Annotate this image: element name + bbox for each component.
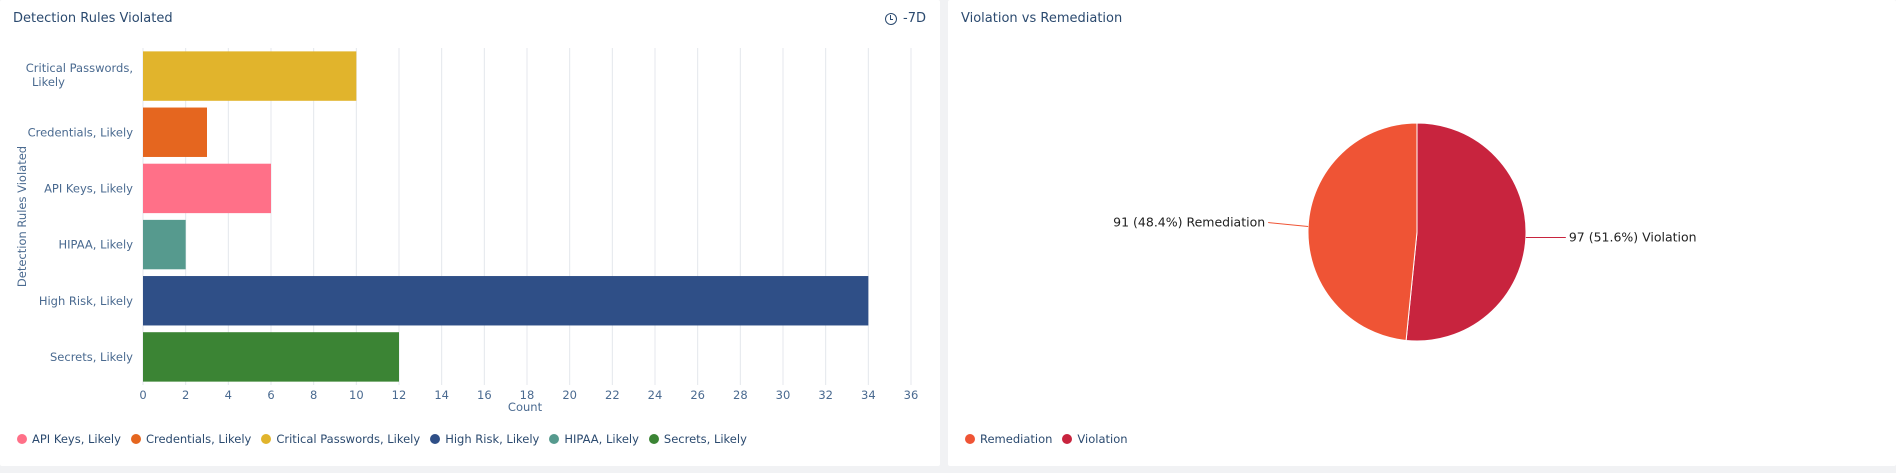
x-tick-label: 10 <box>349 388 364 402</box>
legend-swatch <box>648 434 659 444</box>
x-tick-label: 18 <box>520 388 535 402</box>
x-tick-label: 22 <box>605 388 620 402</box>
x-tick-label: 34 <box>861 388 876 402</box>
bar <box>143 276 869 326</box>
bar <box>143 219 186 270</box>
legend-item[interactable]: API Keys, Likely <box>17 432 121 446</box>
legend-swatch <box>430 434 441 444</box>
x-tick-label: 26 <box>690 388 705 402</box>
legend-swatch <box>549 434 560 444</box>
x-tick-label: 16 <box>477 388 492 402</box>
time-range-selector[interactable]: -7D <box>885 11 926 26</box>
panel-title: Detection Rules Violated <box>13 11 173 26</box>
violation-remediation-panel: Violation vs Remediation 97 (51.6%) Viol… <box>948 0 1896 466</box>
x-tick-label: 30 <box>776 388 791 402</box>
pie-label-leader <box>1268 222 1309 228</box>
legend-swatch <box>261 434 272 444</box>
pie-slice <box>1307 122 1418 342</box>
bar <box>143 51 357 101</box>
pie-slice <box>1405 122 1527 342</box>
pie-chart-legend: Remediation Violation <box>965 432 1128 446</box>
x-tick-label: 12 <box>392 388 407 402</box>
legend-item[interactable]: Critical Passwords, Likely <box>261 432 420 446</box>
legend-swatch <box>965 434 975 444</box>
x-tick-label: 36 <box>904 388 919 402</box>
bar-chart-legend: API Keys, Likely Credentials, Likely Criti… <box>17 432 747 446</box>
x-tick-label: 0 <box>139 388 146 402</box>
legend-swatch <box>130 434 141 444</box>
y-tick-label: Credentials, Likely <box>28 125 134 139</box>
detection-rules-panel: Detection Rules Violated -7D 0 2 4 6 8 10 12 14… <box>0 0 940 466</box>
legend-label: Remediation <box>980 432 1053 446</box>
legend-item[interactable]: Secrets, Likely <box>648 432 747 446</box>
y-tick-label: High Risk, Likely <box>39 294 133 308</box>
legend-item[interactable]: Credentials, Likely <box>130 432 252 446</box>
legend-item[interactable]: Remediation <box>965 432 1052 446</box>
bar <box>143 107 207 157</box>
x-tick-label: 8 <box>310 388 317 402</box>
legend-label: Secrets, Likely <box>663 432 747 446</box>
x-axis-label: Count <box>508 400 543 414</box>
bar <box>143 163 271 214</box>
y-tick-label: Secrets, Likely <box>50 350 133 364</box>
legend-label: High Risk, Likely <box>445 432 540 446</box>
x-tick-label: 20 <box>562 388 577 402</box>
pie-data-label: 91 (48.4%) Remediation <box>1113 215 1265 230</box>
x-tick-label: 14 <box>434 388 449 402</box>
legend-label: HIPAA, Likely <box>564 432 639 446</box>
y-tick-label: Critical Passwords, Likely <box>26 61 133 89</box>
bar-chart: 0 2 4 6 8 10 12 14 16 18 20 22 24 26 28 30 32 34 36Critica… <box>15 48 919 414</box>
legend-item[interactable]: High Risk, Likely <box>430 432 539 446</box>
y-axis-label: Detection Rules Violated <box>15 146 29 287</box>
x-tick-label: 4 <box>225 388 232 402</box>
pie-chart: 97 (51.6%) Violation 91 (48.4%) Remediati… <box>1113 122 1697 342</box>
legend-item[interactable]: Violation <box>1062 432 1128 446</box>
clock-icon <box>885 12 898 25</box>
legend-item[interactable]: HIPAA, Likely <box>549 432 639 446</box>
legend-label: API Keys, Likely <box>32 432 121 446</box>
x-tick-label: 2 <box>182 388 189 402</box>
bar <box>143 332 399 382</box>
x-tick-label: 24 <box>648 388 663 402</box>
legend-label: Credentials, Likely <box>145 432 252 446</box>
legend-swatch <box>17 434 27 444</box>
time-range-label: -7D <box>903 11 926 26</box>
y-tick-label: HIPAA, Likely <box>58 238 133 252</box>
x-tick-label: 32 <box>818 388 833 402</box>
x-tick-label: 6 <box>267 388 274 402</box>
legend-swatch <box>1062 434 1073 444</box>
panel-title: Violation vs Remediation <box>961 11 1123 26</box>
legend-label: Violation <box>1077 432 1128 446</box>
y-tick-label: API Keys, Likely <box>44 181 133 195</box>
legend-label: Critical Passwords, Likely <box>276 432 421 446</box>
pie-data-label: 97 (51.6%) Violation <box>1569 229 1697 244</box>
x-tick-label: 28 <box>733 388 748 402</box>
